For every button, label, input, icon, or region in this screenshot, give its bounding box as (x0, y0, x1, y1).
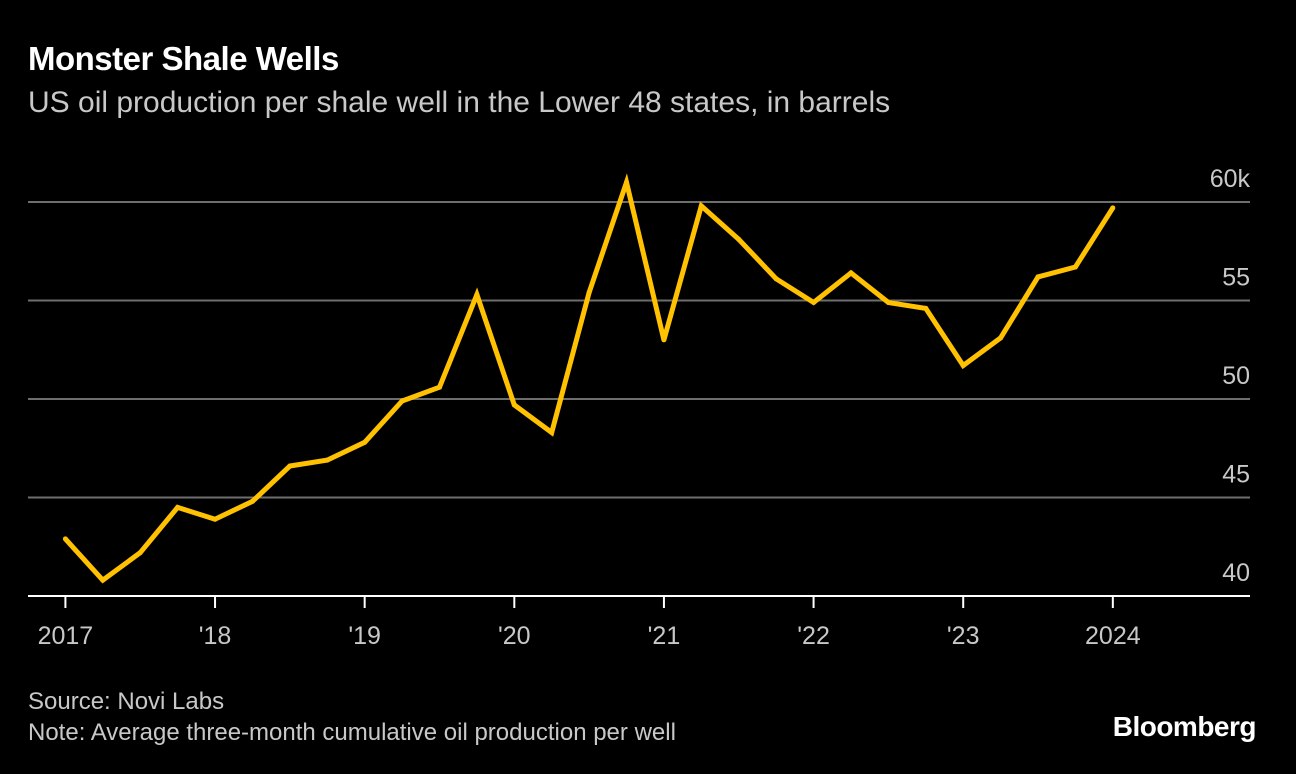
y-tick-label-50: 50 (1222, 362, 1250, 390)
data-point-16 (661, 337, 667, 343)
data-point-22 (885, 300, 891, 305)
data-point-3 (175, 504, 181, 510)
data-point-14 (586, 290, 592, 296)
x-axis-labels: 2017 '18 '19 '20 '21 '22 '23 2024 (38, 622, 1141, 650)
x-tick-label-2022-01: '22 (797, 622, 830, 650)
data-point-27 (1072, 264, 1078, 270)
data-point-17 (698, 203, 704, 209)
data-point-9 (399, 398, 405, 404)
methodology-note: Note: Average three-month cumulative oil… (28, 719, 676, 746)
data-point-25 (998, 335, 1004, 341)
data-point-8 (362, 439, 368, 445)
data-point-28 (1110, 205, 1116, 211)
data-point-0 (62, 536, 68, 542)
y-tick-label-40: 40 (1222, 559, 1250, 587)
data-point-26 (1035, 274, 1041, 280)
x-tick-label-2018-01: '18 (199, 622, 232, 650)
series-line-0 (63, 173, 1115, 584)
data-point-23 (923, 305, 929, 311)
series-layer (62, 173, 1116, 584)
data-point-10 (437, 384, 442, 390)
data-point-12 (511, 402, 517, 408)
data-point-2 (137, 550, 143, 556)
y-tick-label-55: 55 (1222, 264, 1250, 292)
data-point-5 (249, 498, 255, 504)
data-point-24 (960, 363, 966, 368)
data-point-4 (212, 516, 218, 522)
data-point-13 (549, 430, 555, 435)
chart-title: Monster Shale Wells (28, 40, 339, 77)
x-tick-label-2019-01: '19 (348, 622, 381, 650)
data-point-7 (324, 457, 330, 463)
data-point-1 (100, 577, 106, 583)
data-point-19 (773, 276, 779, 282)
source-note: Source: Novi Labs (28, 688, 225, 715)
x-tick-label-2017-01: 2017 (38, 622, 94, 650)
y-tick-label-60: 60k (1210, 165, 1251, 193)
x-tick-label-2024-01: 2024 (1085, 622, 1141, 650)
data-point-15 (624, 179, 629, 185)
data-point-21 (848, 270, 854, 276)
chart-subtitle: US oil production per shale well in the … (28, 86, 891, 119)
bloomberg-logo: Bloomberg (1112, 711, 1257, 742)
x-axis (28, 595, 1250, 608)
x-tick-label-2023-01: '23 (947, 622, 980, 650)
y-axis-labels: 40 45 50 55 60k (1210, 165, 1251, 587)
x-tick-label-2020-01: '20 (498, 622, 531, 650)
data-point-18 (736, 236, 742, 242)
y-tick-label-45: 45 (1222, 461, 1250, 489)
x-tick-label-2021-01: '21 (648, 622, 681, 650)
data-point-6 (287, 463, 293, 469)
gridlines (28, 201, 1250, 499)
data-point-20 (811, 300, 817, 305)
data-point-11 (474, 292, 480, 298)
